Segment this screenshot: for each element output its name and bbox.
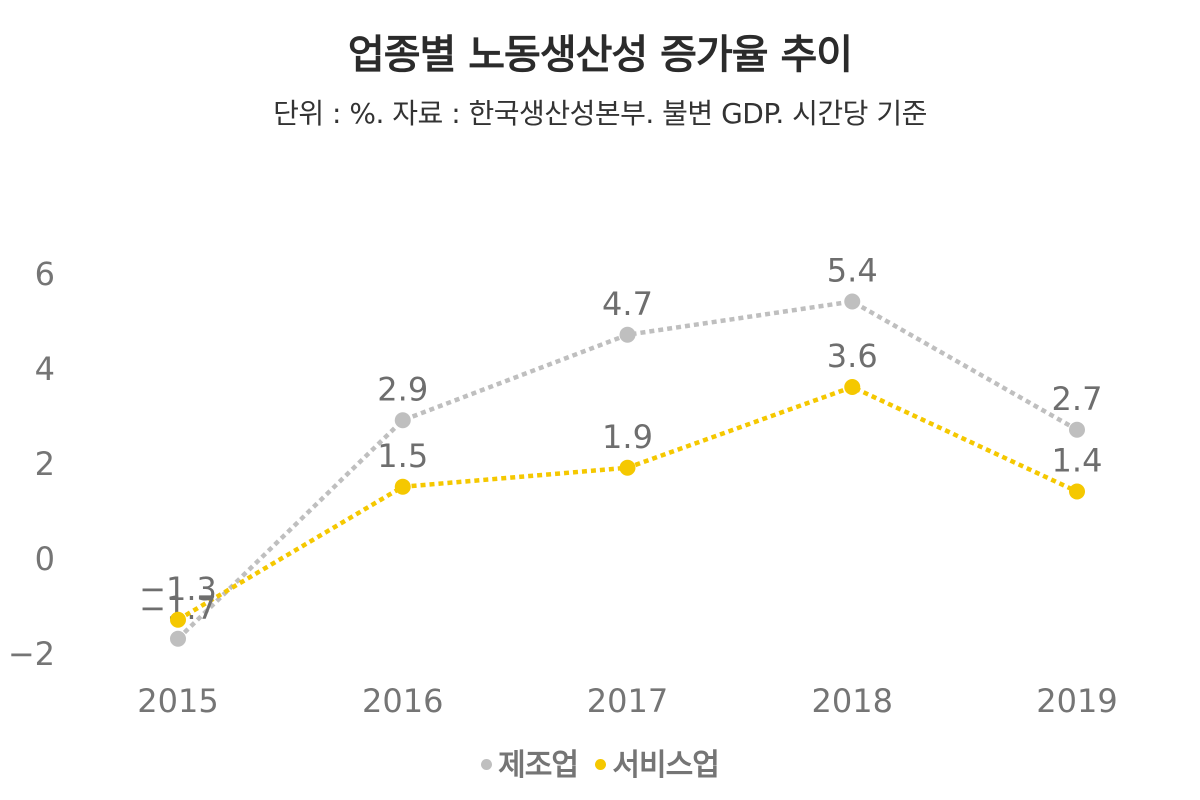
data-label-services: 1.5 <box>377 437 428 475</box>
data-point-manufacturing <box>1069 421 1085 438</box>
x-tick-label: 2016 <box>362 682 443 720</box>
data-point-manufacturing <box>619 326 636 343</box>
data-point-services <box>1069 483 1085 500</box>
data-label-services: 1.9 <box>602 418 653 456</box>
data-label-services: 1.4 <box>1052 442 1103 480</box>
legend-label-services: 서비스업 <box>612 748 719 783</box>
data-point-services <box>170 611 186 628</box>
y-tick-label: 2 <box>35 445 55 483</box>
x-tick-label: 2019 <box>1036 682 1117 720</box>
y-tick-label: 6 <box>35 255 55 293</box>
data-label-manufacturing: 2.7 <box>1052 380 1103 418</box>
data-point-services <box>619 459 636 476</box>
data-point-services <box>844 379 861 395</box>
data-label-manufacturing: 4.7 <box>602 285 653 323</box>
data-label-manufacturing: 2.9 <box>377 370 428 408</box>
legend-marker-services <box>595 759 607 770</box>
legend-label-manufacturing: 제조업 <box>498 748 579 783</box>
legend-marker-manufacturing <box>481 759 493 770</box>
data-label-services: 3.6 <box>827 337 878 375</box>
y-tick-label: −2 <box>8 635 55 673</box>
legend-item-services: 서비스업 <box>595 740 720 784</box>
legend: 제조업 서비스업 <box>0 740 1200 784</box>
data-label-services: −1.3 <box>139 570 217 608</box>
chart-title: 업종별 노동생산성 증가율 추이 <box>347 32 853 78</box>
data-label-manufacturing: 5.4 <box>827 252 878 290</box>
x-tick-label: 2018 <box>812 682 893 720</box>
x-tick-label: 2017 <box>587 682 668 720</box>
y-tick-label: 4 <box>35 350 55 388</box>
x-tick-label: 2015 <box>137 682 218 720</box>
legend-item-manufacturing: 제조업 <box>481 740 579 784</box>
chart-subtitle: 단위 : %. 자료 : 한국생산성본부. 불변 GDP. 시간당 기준 <box>273 97 927 130</box>
data-point-manufacturing <box>394 412 411 429</box>
data-point-manufacturing <box>170 630 186 647</box>
y-tick-label: 0 <box>35 540 55 578</box>
data-point-manufacturing <box>844 293 861 310</box>
data-point-services <box>394 478 411 495</box>
